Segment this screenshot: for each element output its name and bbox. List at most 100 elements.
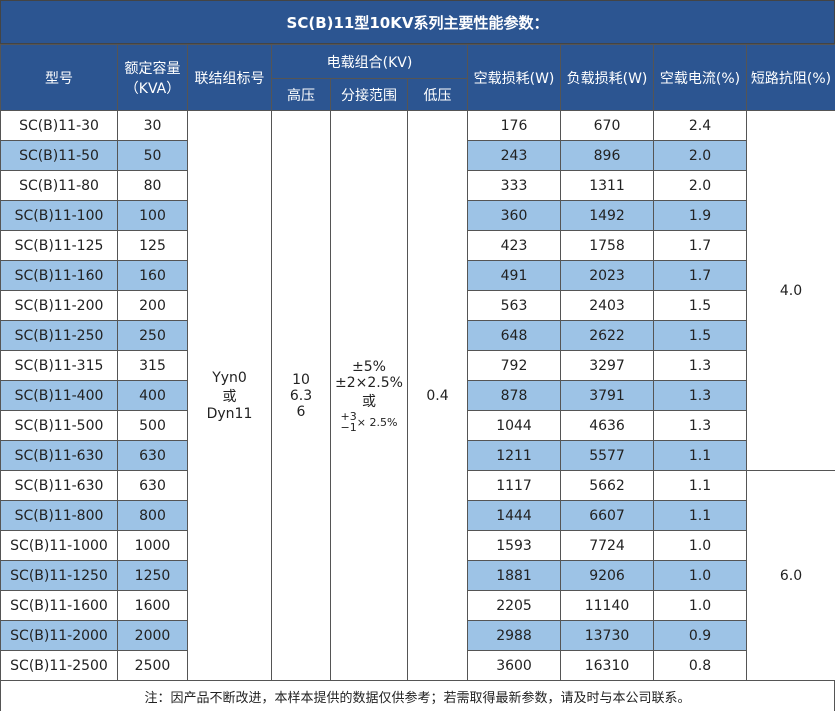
cell: SC(B)11-125 [0, 230, 118, 261]
tap-formula: +3 −1 × 2.5% [332, 411, 407, 433]
data-row: SC(B)11-1250 1250 1881 9206 1.0 [0, 560, 835, 591]
cell: 30 [117, 110, 188, 141]
cell: SC(B)11-30 [0, 110, 118, 141]
cell: SC(B)11-80 [0, 170, 118, 201]
header: 空载损耗(W) [467, 44, 562, 111]
line: 或 [222, 388, 237, 405]
data-row: SC(B)11-315 315 792 3297 1.3 [0, 350, 835, 381]
cell: 9206 [560, 560, 655, 591]
cell: SC(B)11-250 [0, 320, 118, 351]
data-row: SC(B)11-630 630 1117 5662 1.1 6.0 [0, 470, 835, 681]
data-row: SC(B)11-2000 2000 2988 13730 0.9 [0, 620, 835, 651]
cell: 2000 [117, 620, 188, 651]
cell: 2988 [467, 620, 562, 651]
cell: SC(B)11-800 [0, 500, 118, 531]
data-row: SC(B)11-1600 1600 2205 11140 1.0 [0, 590, 835, 621]
header: 分接范围 [330, 78, 408, 111]
cell: 1.1 [653, 500, 748, 531]
cell: 1.1 [653, 440, 748, 471]
cell: 630 [117, 440, 188, 471]
cell: 11140 [560, 590, 655, 621]
cell: 896 [560, 140, 655, 171]
vector-group: Yyn0 或 Dyn11 [187, 110, 272, 681]
table: 型号 额定容量 （KVA） 联结组标号 电载组合(KV) 空载损耗(W) 负载损耗(W) 空载… [0, 44, 835, 681]
cell: 670 [560, 110, 655, 141]
cell: 1.3 [653, 380, 748, 411]
fraction-bottom: −1 [340, 420, 357, 434]
cell: 5577 [560, 440, 655, 471]
cell: 800 [117, 500, 188, 531]
cell: 1211 [467, 440, 562, 471]
cell: 1044 [467, 410, 562, 441]
cell: 423 [467, 230, 562, 261]
cell: 360 [467, 200, 562, 231]
cell: 1758 [560, 230, 655, 261]
header: 负载损耗(W) [560, 44, 655, 111]
cell: SC(B)11-500 [0, 410, 118, 441]
cell: SC(B)11-100 [0, 200, 118, 231]
cell: 2.0 [653, 140, 748, 171]
cell: 100 [117, 200, 188, 231]
cell: 1600 [117, 590, 188, 621]
cell: 160 [117, 260, 188, 291]
cell: 1.1 [653, 470, 748, 501]
data-row: SC(B)11-2500 2500 3600 16310 0.8 [0, 650, 835, 681]
header: 额定容量 （KVA） [117, 44, 188, 111]
header: 空载电流(%) [653, 44, 748, 111]
cell: 7724 [560, 530, 655, 561]
line: Dyn11 [206, 405, 253, 422]
cell: 13730 [560, 620, 655, 651]
header-row: 高压 分接范围 低压 [1, 78, 835, 111]
cell: 6607 [560, 500, 655, 531]
cell: SC(B)11-1600 [0, 590, 118, 621]
cell: SC(B)11-2500 [0, 650, 118, 681]
line: ±2×2.5% [335, 374, 403, 391]
impedance: 6.0 [746, 470, 835, 681]
cell: 1.7 [653, 260, 748, 291]
cell: 2500 [117, 650, 188, 681]
cell: 333 [467, 170, 562, 201]
impedance: 4.0 [746, 110, 835, 471]
cell: 878 [467, 380, 562, 411]
tap: ±5% ±2×2.5% 或 +3 −1 × 2.5% [330, 110, 408, 681]
cell: SC(B)11-200 [0, 290, 118, 321]
line: Yyn0 [212, 369, 247, 386]
cell: SC(B)11-50 [0, 140, 118, 171]
cell: 563 [467, 290, 562, 321]
cell: 2023 [560, 260, 655, 291]
cell: 4636 [560, 410, 655, 441]
cell: 1250 [117, 560, 188, 591]
cell: 3791 [560, 380, 655, 411]
cell: SC(B)11-160 [0, 260, 118, 291]
header-row: 型号 额定容量 （KVA） 联结组标号 电载组合(KV) 空载损耗(W) 负载损耗(W) 空载… [0, 44, 835, 111]
title: SC(B)11型10KV系列主要性能参数： [0, 0, 835, 44]
header: 高压 [271, 78, 331, 111]
cell: 1444 [467, 500, 562, 531]
cell: 176 [467, 110, 562, 141]
cell: 2.4 [653, 110, 748, 141]
cell: 400 [117, 380, 188, 411]
cell: 1.3 [653, 350, 748, 381]
data-row: SC(B)11-400 400 878 3791 1.3 [0, 380, 835, 411]
cell: 2.0 [653, 170, 748, 201]
cell: SC(B)11-1250 [0, 560, 118, 591]
line: 额定容量 [124, 60, 181, 77]
fraction: +3 −1 [341, 411, 357, 433]
cell: 250 [117, 320, 188, 351]
line: 6 [296, 403, 306, 420]
cell: 16310 [560, 650, 655, 681]
cell: 1311 [560, 170, 655, 201]
cell: 491 [467, 260, 562, 291]
line: 或 [362, 393, 376, 410]
cell: 1000 [117, 530, 188, 561]
cell: 1.3 [653, 410, 748, 441]
header: 短路抗阻(%) [746, 44, 835, 111]
cell: 200 [117, 290, 188, 321]
cell: 630 [117, 470, 188, 501]
data-row: SC(B)11-80 80 333 1311 2.0 [0, 170, 835, 201]
fraction-top: +3 [340, 409, 357, 423]
data-row: SC(B)11-30 30 Yyn0 或 Dyn11 10 6.3 6 ±5% ±2×2.5% 或 +… [0, 110, 835, 681]
cell: 0.8 [653, 650, 748, 681]
cell: 50 [117, 140, 188, 171]
fraction-rest: × 2.5% [356, 415, 398, 429]
